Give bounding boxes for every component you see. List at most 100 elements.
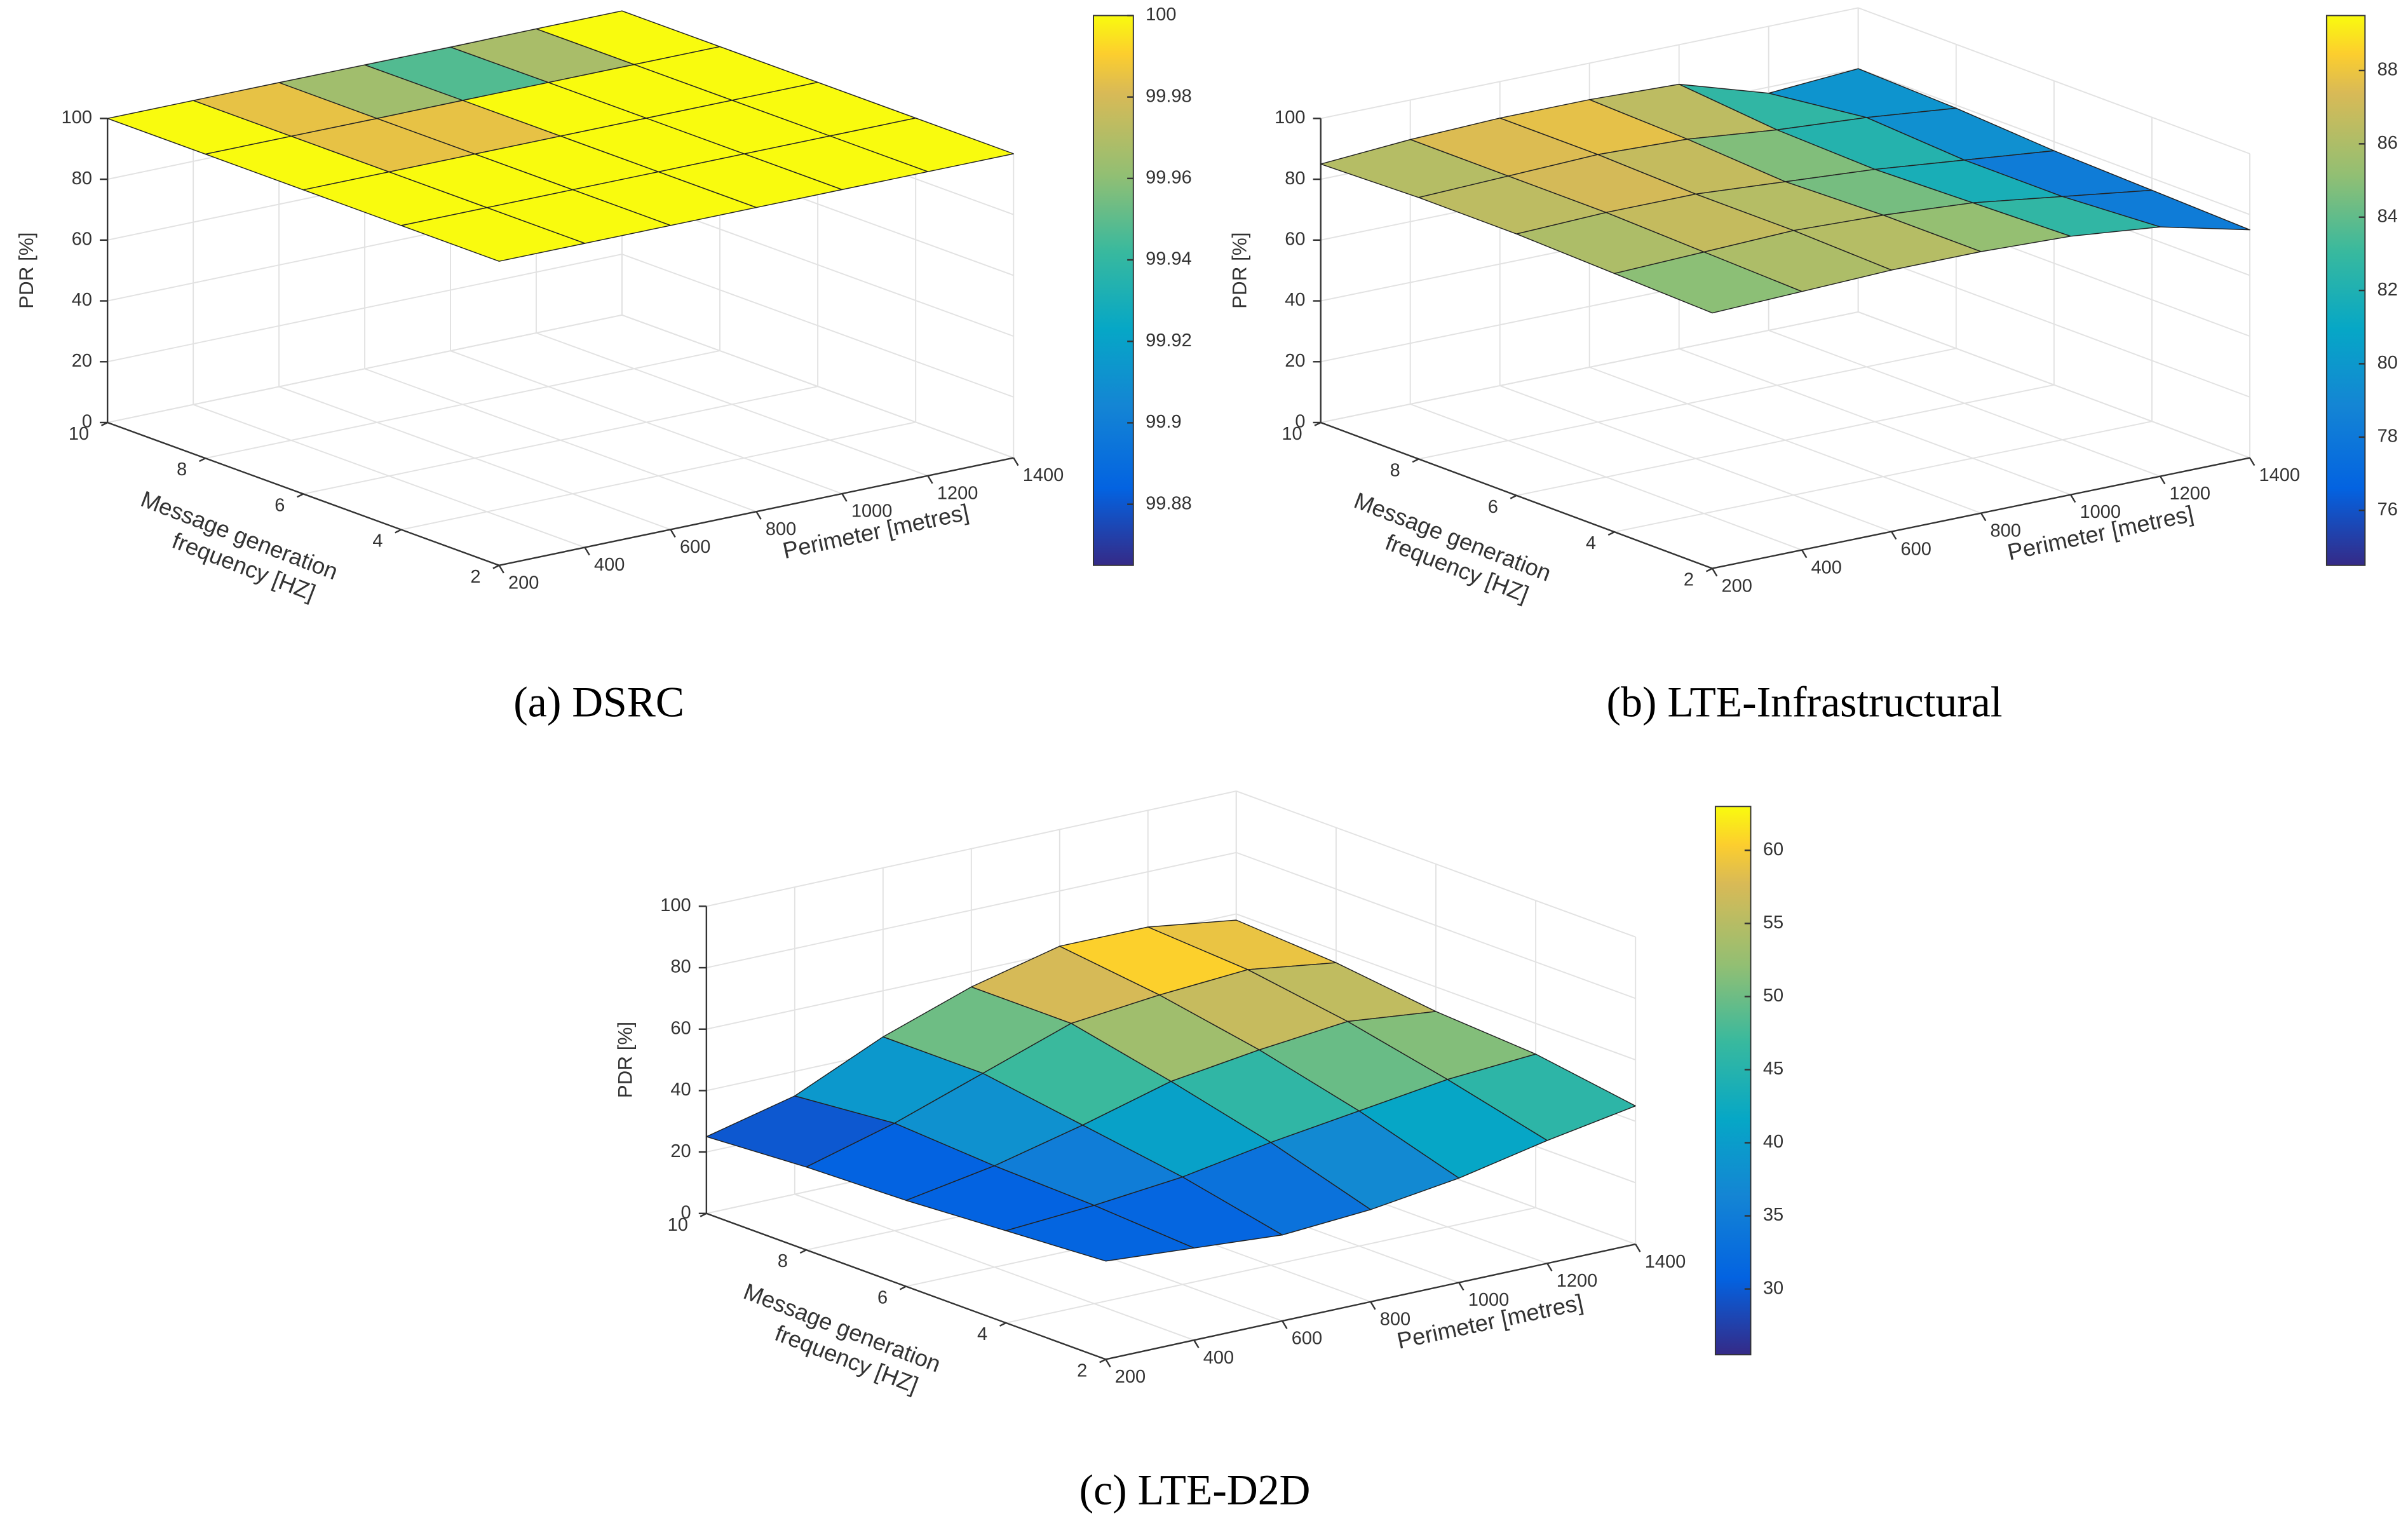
z-tick-label: 80 bbox=[670, 957, 691, 977]
x-tick-label: 1400 bbox=[2259, 465, 2301, 485]
y-tick bbox=[100, 421, 108, 426]
x-tick-label: 600 bbox=[680, 537, 710, 557]
colorbar bbox=[1714, 806, 1752, 1356]
y-tick bbox=[1314, 421, 1322, 426]
surface-patch bbox=[400, 207, 586, 262]
x-tick bbox=[1712, 567, 1718, 577]
x-tick-label: 1400 bbox=[1645, 1252, 1686, 1272]
x-tick-label: 1200 bbox=[937, 483, 978, 503]
z-tick-label: 100 bbox=[1275, 107, 1305, 128]
y-tick-label: 8 bbox=[1390, 460, 1400, 480]
x-tick-label: 600 bbox=[1901, 539, 1931, 559]
x-tick bbox=[2070, 494, 2076, 503]
colorbar-tick-label: 78 bbox=[2378, 426, 2398, 447]
y-tick-label: 4 bbox=[372, 531, 382, 552]
grid-line bbox=[1614, 421, 2153, 533]
x-tick-label: 200 bbox=[1115, 1367, 1146, 1387]
colorbar-tick-label: 99.94 bbox=[1146, 249, 1192, 269]
x-tick bbox=[670, 529, 676, 538]
grid-line bbox=[1516, 384, 2055, 496]
surface-chart: 0 20 40 60 80 100 2 4 6 8 10 200 400 600 800 1000 1200 14… bbox=[614, 790, 1783, 1514]
colorbar-tick-label: 86 bbox=[2378, 133, 2398, 153]
grid-line bbox=[205, 350, 720, 459]
x-tick bbox=[1891, 531, 1897, 540]
y-tick bbox=[199, 457, 206, 463]
z-tick-label: 100 bbox=[660, 895, 691, 916]
z-tick-label: 60 bbox=[72, 229, 92, 249]
x-tick bbox=[1980, 512, 1987, 522]
x-tick bbox=[1370, 1301, 1376, 1310]
x-tick-label: 800 bbox=[766, 519, 796, 539]
y-tick bbox=[395, 529, 402, 534]
z-axis-label: PDR [%] bbox=[1228, 232, 1250, 308]
x-tick bbox=[927, 475, 933, 484]
y-tick-label: 6 bbox=[274, 495, 285, 515]
colorbar-tick-label: 99.98 bbox=[1146, 86, 1192, 106]
colorbar-tick-label: 100 bbox=[1146, 4, 1176, 25]
x-tick-label: 400 bbox=[1811, 557, 1842, 578]
y-tick bbox=[1705, 567, 1713, 572]
y-tick-label: 6 bbox=[877, 1288, 888, 1308]
x-tick-label: 400 bbox=[594, 555, 625, 575]
grid-line bbox=[401, 421, 916, 531]
y-tick bbox=[700, 1212, 707, 1217]
colorbar-tick-label: 45 bbox=[1763, 1059, 1783, 1079]
colorbar bbox=[1093, 15, 1134, 566]
caption: (c) LTE-D2D bbox=[1079, 1466, 1311, 1514]
x-tick-label: 1000 bbox=[1468, 1290, 1510, 1310]
z-tick-label: 60 bbox=[670, 1018, 691, 1038]
x-tick-label: 600 bbox=[1292, 1329, 1322, 1349]
y-tick-label: 2 bbox=[470, 567, 480, 587]
y-tick bbox=[1099, 1358, 1106, 1364]
y-tick bbox=[1510, 494, 1517, 499]
x-tick-label: 800 bbox=[1991, 520, 2021, 541]
y-tick-label: 6 bbox=[1488, 497, 1498, 517]
colorbar-tick-label: 35 bbox=[1763, 1205, 1783, 1225]
caption: (b) LTE-Infrastructural bbox=[1607, 679, 2003, 726]
z-tick-label: 60 bbox=[1285, 229, 1305, 249]
colorbar-tick-label: 40 bbox=[1763, 1132, 1783, 1152]
z-tick-label: 40 bbox=[72, 290, 92, 310]
colorbar bbox=[2325, 15, 2366, 566]
z-axis-label: PDR [%] bbox=[614, 1022, 636, 1098]
colorbar-tick-label: 99.88 bbox=[1146, 493, 1192, 513]
z-tick-label: 0 bbox=[82, 412, 92, 432]
caption: (a) DSRC bbox=[513, 679, 684, 726]
z-tick-label: 100 bbox=[62, 107, 92, 128]
y-tick-label: 2 bbox=[1684, 570, 1694, 590]
surface-patch bbox=[1005, 1205, 1195, 1262]
z-tick-label: 0 bbox=[681, 1202, 691, 1222]
colorbar-tick-label: 99.92 bbox=[1146, 330, 1192, 351]
colorbar-tick-label: 82 bbox=[2378, 280, 2398, 300]
y-tick-label: 8 bbox=[778, 1251, 788, 1271]
y-tick-label: 8 bbox=[177, 459, 187, 480]
y-tick bbox=[1607, 531, 1615, 536]
y-tick bbox=[899, 1285, 907, 1290]
y-tick bbox=[799, 1249, 807, 1254]
grid-line bbox=[107, 314, 623, 423]
y-tick bbox=[492, 564, 500, 569]
x-tick bbox=[841, 493, 848, 502]
grid-line bbox=[1320, 311, 1858, 423]
z-tick-label: 40 bbox=[1285, 290, 1305, 310]
x-tick-label: 1200 bbox=[1557, 1271, 1598, 1291]
x-tick bbox=[1282, 1320, 1288, 1329]
y-tick-label: 4 bbox=[1586, 533, 1596, 553]
y-tick-label: 10 bbox=[668, 1215, 688, 1235]
grid-line bbox=[303, 386, 818, 495]
x-tick-label: 800 bbox=[1380, 1309, 1410, 1329]
x-tick bbox=[1801, 549, 1808, 559]
x-tick-label: 1000 bbox=[851, 501, 893, 522]
z-tick-label: 40 bbox=[670, 1080, 691, 1100]
z-tick-label: 20 bbox=[1285, 351, 1305, 371]
z-tick-label: 0 bbox=[1295, 412, 1305, 432]
colorbar-tick-label: 55 bbox=[1763, 912, 1783, 933]
z-tick-label: 20 bbox=[72, 351, 92, 371]
y-tick bbox=[999, 1322, 1006, 1327]
z-axis-label: PDR [%] bbox=[15, 232, 37, 308]
y-tick bbox=[297, 493, 304, 498]
x-tick bbox=[1458, 1282, 1464, 1291]
x-tick bbox=[1546, 1263, 1553, 1272]
surface-patch bbox=[1614, 251, 1803, 314]
